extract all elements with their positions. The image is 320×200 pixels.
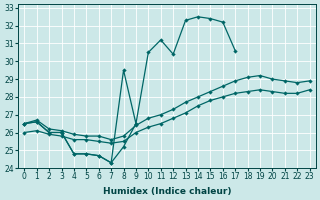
X-axis label: Humidex (Indice chaleur): Humidex (Indice chaleur) [103,187,231,196]
